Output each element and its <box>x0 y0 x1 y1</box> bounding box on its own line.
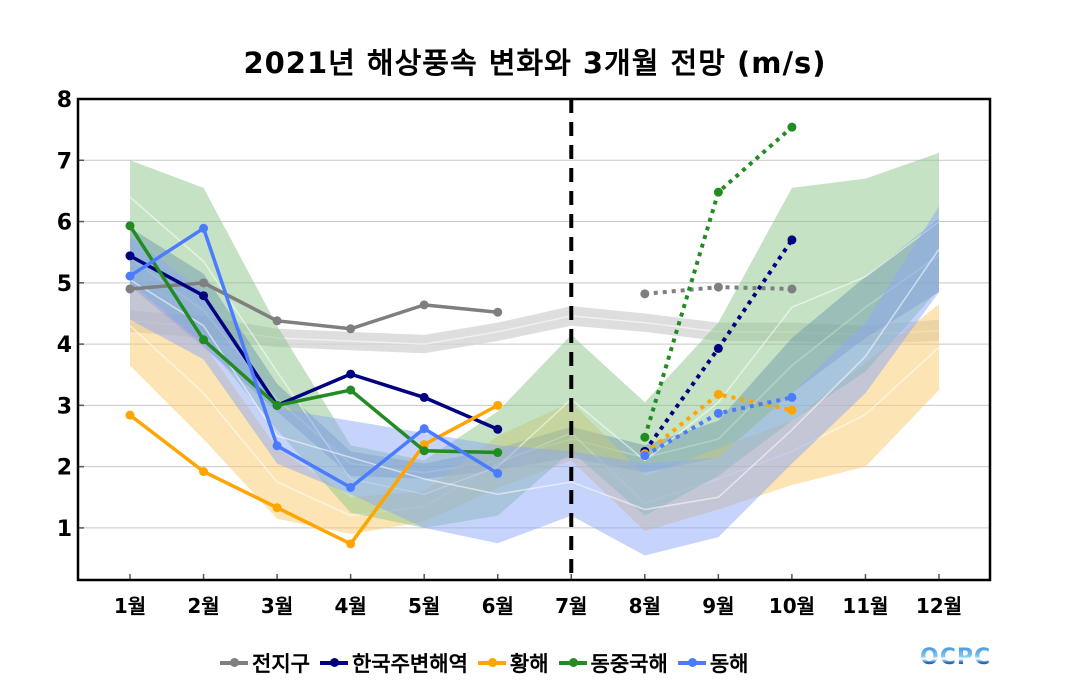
observed-point-korea-seas <box>125 251 135 261</box>
x-tick-label: 11월 <box>842 594 888 618</box>
observed-point-east-sea <box>346 482 356 492</box>
observed-point-east-sea <box>272 441 282 451</box>
observed-line-east-china-sea <box>128 224 498 455</box>
observed-point-east-sea <box>419 424 429 434</box>
forecast-point-yellow-sea <box>787 405 797 415</box>
legend-swatch-korea-seas-icon <box>319 658 348 667</box>
y-tick-label: 5 <box>57 272 72 297</box>
line-layer <box>125 122 797 549</box>
legend-swatch-east-sea-icon <box>677 658 706 667</box>
legend-item-korea-seas[interactable]: 한국주변해역 <box>319 648 468 678</box>
x-tick-label: 2월 <box>187 594 219 618</box>
band-mean-east-sea <box>129 248 940 511</box>
observed-line-east-sea <box>129 226 499 490</box>
legend-item-east-sea[interactable]: 동해 <box>677 648 749 678</box>
forecast-point-global <box>713 282 723 292</box>
forecast-point-global <box>640 289 650 299</box>
legend-item-yellow-sea[interactable]: 황해 <box>477 648 549 678</box>
forecast-point-east-china-sea <box>640 432 650 442</box>
x-tick-label: 3월 <box>261 594 293 618</box>
x-tick-label: 6월 <box>482 594 514 618</box>
x-tick-label: 1월 <box>114 594 146 618</box>
legend-swatch-global-icon <box>220 658 248 667</box>
observed-point-global <box>493 307 503 317</box>
observed-point-global <box>346 324 356 334</box>
legend-item-global[interactable]: 전지구 <box>220 648 310 678</box>
observed-point-korea-seas <box>493 424 503 434</box>
y-tick-label: 8 <box>57 88 72 113</box>
observed-point-yellow-sea <box>199 467 209 477</box>
legend-label: 한국주변해역 <box>351 652 468 676</box>
legend-label: 동해 <box>709 652 749 676</box>
observed-point-korea-seas <box>419 392 429 402</box>
observed-point-global <box>419 300 429 310</box>
observed-point-east-china-sea <box>272 400 282 410</box>
y-tick-label: 1 <box>57 517 72 542</box>
band-mean-east-china-sea <box>129 196 940 495</box>
observed-point-east-sea <box>493 468 503 478</box>
chart-title: 2021년 해상풍속 변화와 3개월 전망 (m/s) <box>243 46 827 80</box>
observed-point-korea-seas <box>199 291 209 301</box>
forecast-point-east-china-sea <box>713 187 723 197</box>
observed-point-east-china-sea <box>125 221 135 231</box>
observed-point-yellow-sea <box>346 539 356 549</box>
x-tick-label: 8월 <box>629 594 661 618</box>
legend-label: 전지구 <box>252 652 310 676</box>
observed-point-east-china-sea <box>199 335 209 345</box>
observed-point-global <box>125 284 135 294</box>
observed-point-east-china-sea <box>346 385 356 395</box>
x-tick-label: 12월 <box>916 594 962 618</box>
forecast-point-east-sea <box>787 392 797 402</box>
x-tick-label: 4월 <box>334 594 366 618</box>
y-tick-label: 4 <box>57 333 72 358</box>
observed-point-yellow-sea <box>125 410 135 420</box>
forecast-line-yellow-sea <box>643 392 793 456</box>
legend-swatch-yellow-sea-icon <box>477 658 506 667</box>
forecast-point-east-china-sea <box>787 122 797 132</box>
observed-point-yellow-sea <box>493 400 503 410</box>
band-global <box>130 306 939 354</box>
observed-point-yellow-sea <box>272 503 282 513</box>
y-tick-label: 3 <box>57 394 72 419</box>
axis-layer: 1 2 3 4 5 6 7 8 1월 2월 3월 4월 5월 6월 7월 8월 9월 10월 11월 12월 <box>57 88 992 618</box>
y-tick-label: 6 <box>57 211 72 236</box>
legend-item-east-china-sea[interactable]: 동중국해 <box>558 648 668 678</box>
band-east-sea <box>130 206 939 556</box>
legend-label: 황해 <box>509 652 549 676</box>
x-tick-label: 7월 <box>555 594 587 618</box>
legend-swatch-east-china-sea-icon <box>558 658 587 667</box>
forecast-point-global <box>787 284 797 294</box>
observed-point-east-china-sea <box>493 448 503 458</box>
observed-line-global <box>129 281 498 331</box>
y-tick-label: 2 <box>57 456 72 481</box>
observed-point-global <box>272 316 282 326</box>
x-tick-label: 9월 <box>702 594 734 618</box>
band-layer <box>129 152 940 556</box>
plot-frame <box>76 97 992 582</box>
forecast-point-korea-seas <box>713 343 723 353</box>
forecast-point-korea-seas <box>787 235 797 245</box>
ocpc-logo: OCPC <box>920 645 992 670</box>
legend: 전지구 한국주변해역 황해 동중국해 동해 <box>220 648 758 678</box>
observed-point-east-sea <box>125 271 135 281</box>
forecast-point-east-sea <box>640 451 650 461</box>
y-tick-label: 7 <box>57 149 72 174</box>
observed-line-korea-seas <box>129 254 499 431</box>
observed-point-global <box>199 278 209 288</box>
x-tick-label: 10월 <box>769 594 815 618</box>
observed-point-east-sea <box>199 223 209 233</box>
forecast-point-east-sea <box>713 408 723 418</box>
observed-point-east-china-sea <box>419 446 429 456</box>
observed-point-korea-seas <box>346 369 356 379</box>
x-tick-label: 5월 <box>408 594 440 618</box>
forecast-point-yellow-sea <box>713 389 723 399</box>
legend-label: 동중국해 <box>590 652 668 676</box>
